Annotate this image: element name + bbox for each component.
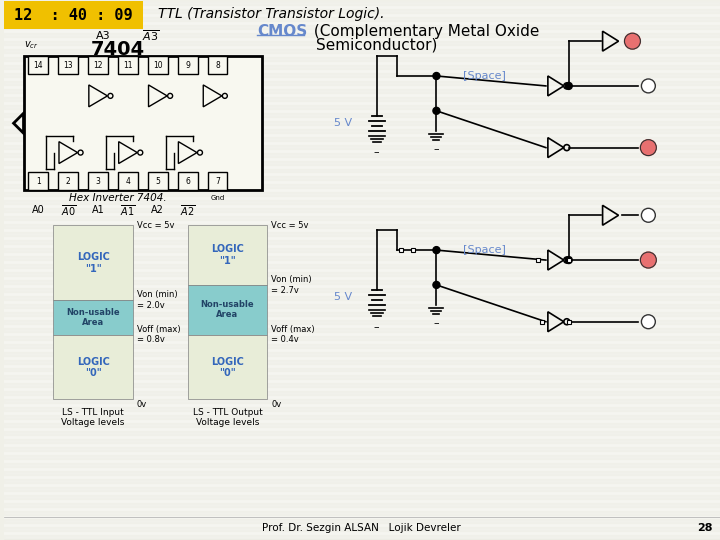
FancyBboxPatch shape <box>118 56 138 74</box>
Text: –: – <box>374 322 379 332</box>
FancyBboxPatch shape <box>88 172 108 191</box>
Text: A2: A2 <box>151 205 164 215</box>
FancyBboxPatch shape <box>567 320 571 323</box>
FancyBboxPatch shape <box>178 172 197 191</box>
Text: 3: 3 <box>96 177 101 186</box>
Text: 0v: 0v <box>137 400 147 409</box>
FancyBboxPatch shape <box>58 56 78 74</box>
Circle shape <box>640 252 657 268</box>
Text: 13: 13 <box>63 60 73 70</box>
Text: TTL (Transistor Transistor Logic).: TTL (Transistor Transistor Logic). <box>158 7 384 21</box>
Text: $\overline{A0}$: $\overline{A0}$ <box>60 203 76 218</box>
Text: 28: 28 <box>698 523 713 532</box>
Text: 10: 10 <box>153 60 163 70</box>
Text: 8: 8 <box>215 60 220 70</box>
Text: $\overline{A3}$: $\overline{A3}$ <box>143 29 160 44</box>
Circle shape <box>433 72 440 79</box>
Text: A3: A3 <box>96 31 110 41</box>
Text: $\overline{A2}$: $\overline{A2}$ <box>180 203 195 218</box>
Text: LOGIC
"0": LOGIC "0" <box>211 357 244 379</box>
Text: Hex Inverter 7404.: Hex Inverter 7404. <box>69 193 167 204</box>
Text: 6: 6 <box>185 177 190 186</box>
FancyBboxPatch shape <box>148 172 168 191</box>
Text: 7: 7 <box>215 177 220 186</box>
Text: Voff (max)
= 0.8v: Voff (max) = 0.8v <box>137 325 181 345</box>
FancyBboxPatch shape <box>410 248 415 252</box>
FancyBboxPatch shape <box>188 335 267 400</box>
Text: Prof. Dr. Sezgin ALSAN   Lojik Devreler: Prof. Dr. Sezgin ALSAN Lojik Devreler <box>262 523 462 532</box>
Text: –: – <box>433 144 439 153</box>
Circle shape <box>433 247 440 254</box>
FancyBboxPatch shape <box>58 172 78 191</box>
FancyBboxPatch shape <box>53 225 133 300</box>
Text: $v_{cr}$: $v_{cr}$ <box>24 39 39 51</box>
FancyBboxPatch shape <box>567 258 571 262</box>
Text: Vcc = 5v: Vcc = 5v <box>137 221 174 230</box>
Text: [Space]: [Space] <box>463 245 506 255</box>
Text: Von (min)
= 2.0v: Von (min) = 2.0v <box>137 290 178 309</box>
Text: Non-usable
Area: Non-usable Area <box>66 308 120 327</box>
FancyBboxPatch shape <box>207 56 228 74</box>
Text: 0v: 0v <box>271 400 282 409</box>
Circle shape <box>433 281 440 288</box>
FancyBboxPatch shape <box>188 285 267 335</box>
FancyBboxPatch shape <box>118 172 138 191</box>
Text: –: – <box>374 147 379 158</box>
Text: 5 V: 5 V <box>334 118 352 128</box>
FancyBboxPatch shape <box>399 248 402 252</box>
FancyBboxPatch shape <box>53 300 133 335</box>
Text: A1: A1 <box>91 205 104 215</box>
FancyBboxPatch shape <box>536 258 540 262</box>
FancyBboxPatch shape <box>4 2 720 538</box>
Text: CMOS: CMOS <box>257 24 307 39</box>
Text: Non-usable
Area: Non-usable Area <box>201 300 254 320</box>
Text: Von (min)
= 2.7v: Von (min) = 2.7v <box>271 275 312 295</box>
Text: LOGIC
"1": LOGIC "1" <box>77 252 109 274</box>
Text: 11: 11 <box>123 60 132 70</box>
FancyBboxPatch shape <box>207 172 228 191</box>
FancyBboxPatch shape <box>148 56 168 74</box>
Text: LS - TTL Output
Voltage levels: LS - TTL Output Voltage levels <box>193 408 262 427</box>
Text: LOGIC
"1": LOGIC "1" <box>211 244 244 266</box>
Text: Vcc = 5v: Vcc = 5v <box>271 221 309 230</box>
Circle shape <box>642 208 655 222</box>
FancyBboxPatch shape <box>540 320 544 323</box>
FancyBboxPatch shape <box>29 172 48 191</box>
FancyBboxPatch shape <box>29 56 48 74</box>
Text: 12  : 40 : 09: 12 : 40 : 09 <box>14 8 132 23</box>
Text: LOGIC
"0": LOGIC "0" <box>77 357 109 379</box>
FancyBboxPatch shape <box>188 225 267 285</box>
Circle shape <box>624 33 640 49</box>
Text: 4: 4 <box>125 177 130 186</box>
Text: $\overline{A1}$: $\overline{A1}$ <box>120 203 135 218</box>
Text: 7404: 7404 <box>91 39 145 59</box>
Circle shape <box>433 107 440 114</box>
Text: –: – <box>433 318 439 328</box>
Circle shape <box>642 79 655 93</box>
Text: 9: 9 <box>185 60 190 70</box>
FancyBboxPatch shape <box>4 2 143 29</box>
Text: A0: A0 <box>32 205 45 215</box>
Text: 1: 1 <box>36 177 41 186</box>
Circle shape <box>565 83 572 90</box>
Text: 5: 5 <box>156 177 161 186</box>
FancyBboxPatch shape <box>88 56 108 74</box>
Circle shape <box>642 315 655 329</box>
Text: 2: 2 <box>66 177 71 186</box>
Text: (Complementary Metal Oxide: (Complementary Metal Oxide <box>309 24 539 39</box>
Text: [Space]: [Space] <box>463 71 506 81</box>
Text: Semiconductor): Semiconductor) <box>316 38 438 52</box>
FancyBboxPatch shape <box>178 56 197 74</box>
Circle shape <box>640 140 657 156</box>
Circle shape <box>565 256 572 264</box>
Text: 5 V: 5 V <box>334 292 352 302</box>
Text: 12: 12 <box>94 60 103 70</box>
FancyBboxPatch shape <box>53 335 133 400</box>
Text: Voff (max)
= 0.4v: Voff (max) = 0.4v <box>271 325 315 345</box>
Text: LS - TTL Input
Voltage levels: LS - TTL Input Voltage levels <box>61 408 125 427</box>
Text: 14: 14 <box>34 60 43 70</box>
Text: Gnd: Gnd <box>210 195 225 201</box>
FancyBboxPatch shape <box>24 56 262 191</box>
